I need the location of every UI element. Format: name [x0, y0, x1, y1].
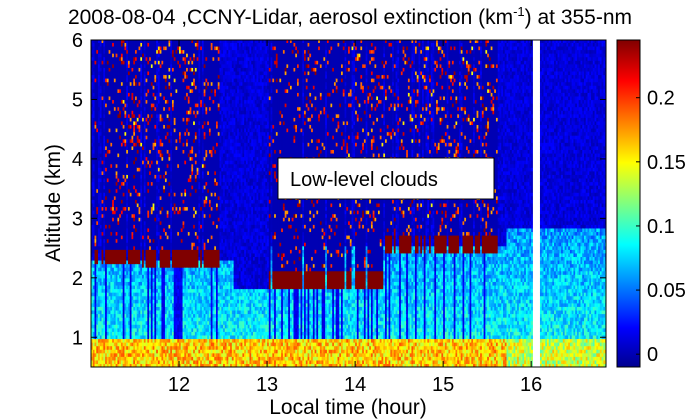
heatmap-area	[91, 39, 607, 368]
